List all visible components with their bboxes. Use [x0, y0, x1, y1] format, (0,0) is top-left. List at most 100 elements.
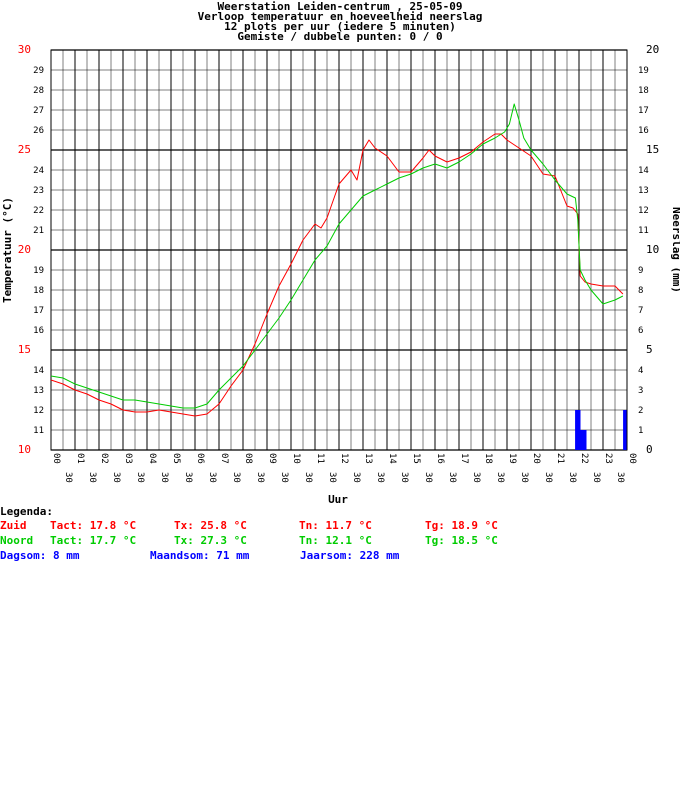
y-left-tick-label: 21 — [33, 226, 44, 236]
y-left-tick-label: 17 — [33, 306, 44, 316]
x-half-hour-tick-label: 30 — [591, 472, 601, 483]
rain-bars — [575, 410, 627, 450]
rain-bar — [581, 430, 585, 450]
legend-noord-tn: Tn: 12.1 °C — [299, 534, 372, 547]
x-hour-tick-label: 03 — [123, 453, 133, 464]
y-left-tick-label: 11 — [33, 426, 44, 436]
y-left-tick-label: 24 — [33, 166, 44, 176]
y-right-tick-label: 11 — [638, 226, 649, 236]
x-half-hour-tick-label: 30 — [255, 472, 265, 483]
x-half-hour-tick-label: 30 — [303, 472, 313, 483]
y-right-tick-label: 13 — [638, 186, 649, 196]
y-right-tick-label: 5 — [646, 343, 653, 356]
weather-chart: Weerstation Leiden-centrum , 25-05-09 Ve… — [1, 0, 680, 505]
x-half-hour-tick-label: 30 — [231, 472, 241, 483]
x-half-hour-tick-label: 30 — [135, 472, 145, 483]
x-hour-tick-label: 04 — [147, 453, 157, 464]
x-hour-tick-label: 06 — [195, 453, 205, 464]
y-right-tick-label: 9 — [638, 266, 643, 276]
x-hour-tick-label: 17 — [459, 453, 469, 464]
x-half-hour-tick-label: 30 — [423, 472, 433, 483]
x-axis-label: Uur — [328, 493, 348, 505]
y-left-tick-label: 25 — [18, 143, 31, 156]
y-right-tick-label: 3 — [638, 386, 643, 396]
y-left-tick-label: 22 — [33, 206, 44, 216]
x-half-hour-tick-label: 30 — [471, 472, 481, 483]
y-axis-left-label: Temperatuur (°C) — [1, 197, 14, 303]
x-hour-tick-label: 10 — [291, 453, 301, 464]
x-hour-tick-label: 20 — [531, 453, 541, 464]
rain-bar — [623, 410, 627, 450]
y-right-tick-label: 7 — [638, 306, 643, 316]
y-left-tick-label: 16 — [33, 326, 44, 336]
x-hour-tick-label: 16 — [435, 453, 445, 464]
y-right-tick-label: 12 — [638, 206, 649, 216]
legend-zuid-tx: Tx: 25.8 °C — [174, 519, 247, 532]
y-left-tick-label: 28 — [33, 86, 44, 96]
series-line-zuid — [50, 133, 624, 417]
y-right-tick-label: 6 — [638, 326, 643, 336]
legend: Legenda: Zuid Tact: 17.8 °C Tx: 25.8 °C … — [0, 504, 680, 564]
y-right-tick-label: 17 — [638, 106, 649, 116]
x-hour-tick-label: 11 — [315, 453, 325, 464]
legend-zuid-name: Zuid — [0, 519, 27, 532]
x-hour-tick-label: 09 — [267, 453, 277, 464]
x-hour-tick-label: 22 — [579, 453, 589, 464]
x-hour-tick-label: 13 — [363, 453, 373, 464]
x-half-hour-tick-label: 30 — [399, 472, 409, 483]
x-hour-tick-label: 12 — [339, 453, 349, 464]
y-left-tick-label: 14 — [33, 366, 44, 376]
x-half-hour-tick-label: 30 — [615, 472, 625, 483]
rain-bar — [578, 430, 583, 450]
temperature-lines — [50, 103, 624, 417]
x-hour-tick-label: 15 — [411, 453, 421, 464]
plot-frame — [50, 49, 628, 451]
y-left-tick-label: 20 — [18, 243, 31, 256]
x-half-hour-tick-label: 30 — [543, 472, 553, 483]
y-right-tick-label: 18 — [638, 86, 649, 96]
y-right-tick-label: 16 — [638, 126, 649, 136]
y-left-tick-label: 19 — [33, 266, 44, 276]
y-left-tick-label: 12 — [33, 406, 44, 416]
x-half-hour-tick-label: 30 — [87, 472, 97, 483]
x-half-hour-tick-label: 30 — [63, 472, 73, 483]
rain-bar — [575, 410, 579, 450]
x-hour-tick-label: 07 — [219, 453, 229, 464]
legend-noord-name: Noord — [0, 534, 34, 547]
x-half-hour-tick-label: 30 — [279, 472, 289, 483]
chart-title-line-3: 12 plots per uur (iedere 5 minuten) — [224, 20, 456, 33]
rain-bar — [583, 430, 587, 450]
series-line-noord — [50, 103, 624, 409]
y-right-tick-label: 15 — [646, 143, 659, 156]
x-hour-tick-label: 14 — [387, 453, 397, 464]
legend-noord-tact: Tact: 17.7 °C — [50, 534, 137, 547]
x-hour-tick-label: 00 — [627, 453, 637, 464]
x-hour-tick-label: 02 — [99, 453, 109, 464]
legend-zuid-tg: Tg: 18.9 °C — [425, 519, 498, 532]
axis-ticks: 1011121314151617181920212223242526272829… — [18, 43, 660, 483]
legend-noord-tx: Tx: 27.3 °C — [174, 534, 247, 547]
y-right-tick-label: 14 — [638, 166, 649, 176]
y-left-tick-label: 29 — [33, 66, 44, 76]
y-left-tick-label: 27 — [33, 106, 44, 116]
y-right-tick-label: 0 — [646, 443, 653, 456]
y-left-tick-label: 10 — [18, 443, 31, 456]
y-right-tick-label: 10 — [646, 243, 659, 256]
x-half-hour-tick-label: 30 — [207, 472, 217, 483]
grid-lines — [50, 49, 628, 451]
legend-zuid-tn: Tn: 11.7 °C — [299, 519, 372, 532]
y-left-tick-label: 30 — [18, 43, 31, 56]
x-half-hour-tick-label: 30 — [327, 472, 337, 483]
x-hour-tick-label: 08 — [243, 453, 253, 464]
x-half-hour-tick-label: 30 — [519, 472, 529, 483]
y-left-tick-label: 13 — [33, 386, 44, 396]
rain-bar — [577, 410, 581, 450]
x-half-hour-tick-label: 30 — [183, 472, 193, 483]
legend-noord-tg: Tg: 18.5 °C — [425, 534, 498, 547]
y-left-tick-label: 23 — [33, 186, 44, 196]
x-half-hour-tick-label: 30 — [111, 472, 121, 483]
y-right-tick-label: 1 — [638, 426, 643, 436]
x-hour-tick-label: 01 — [75, 453, 85, 464]
y-right-tick-label: 19 — [638, 66, 649, 76]
x-half-hour-tick-label: 30 — [375, 472, 385, 483]
